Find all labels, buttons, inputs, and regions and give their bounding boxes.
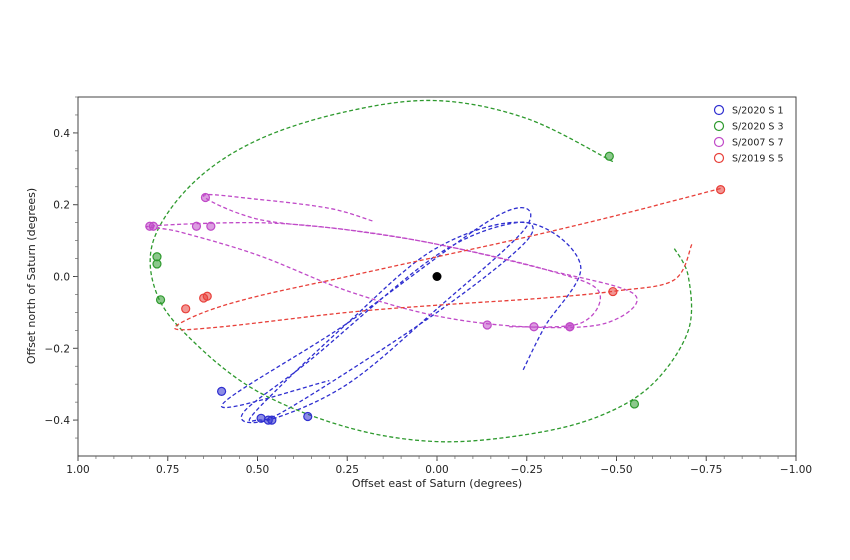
observation-points bbox=[145, 151, 726, 425]
point-s-2019-s-5 bbox=[181, 304, 191, 314]
x-tick-label: 0.75 bbox=[156, 464, 179, 476]
x-axis-label: Offset east of Saturn (degrees) bbox=[352, 477, 522, 490]
point-s-2019-s-5 bbox=[716, 185, 726, 195]
point-s-2020-s-3 bbox=[155, 295, 166, 305]
y-tick-label: −0.4 bbox=[45, 415, 71, 427]
point-s-2019-s-5 bbox=[199, 293, 209, 303]
orbit-s-2020-s-3 bbox=[149, 99, 693, 443]
x-axis-ticks: 1.00 0.75 0.50 0.25 0.00 −0.25 −0.50 −0.75 −1.00 bbox=[66, 456, 812, 476]
legend-label-s-2020-s-3: S/2020 S 3 bbox=[732, 122, 784, 133]
legend-marker-s-2019-s-5 bbox=[713, 152, 725, 164]
legend: S/2020 S 1 S/2020 S 3 S/2007 S 7 S/2019 S 5 bbox=[713, 104, 784, 165]
saturn-marker bbox=[432, 272, 442, 281]
legend-marker-s-2020-s-3 bbox=[713, 120, 725, 132]
point-s-2020-s-3 bbox=[604, 151, 614, 161]
x-tick-label: 0.25 bbox=[336, 464, 359, 476]
y-axis-ticks: 0.4 0.2 0.0 −0.2 −0.4 bbox=[45, 96, 78, 439]
legend-label-s-2020-s-1: S/2020 S 1 bbox=[732, 106, 784, 117]
plot-area: 1.00 0.75 0.50 0.25 0.00 −0.25 −0.50 −0.75 −1.00… bbox=[45, 96, 812, 476]
point-s-2019-s-5 bbox=[608, 286, 618, 297]
point-s-2007-s-7 bbox=[565, 322, 575, 332]
y-axis-label: Offset north of Saturn (degrees) bbox=[25, 188, 38, 364]
point-s-2007-s-7 bbox=[148, 221, 158, 231]
point-s-2020-s-3 bbox=[152, 259, 162, 269]
point-s-2020-s-1 bbox=[217, 386, 227, 396]
point-s-2007-s-7 bbox=[191, 221, 202, 231]
x-tick-label: 0.50 bbox=[246, 464, 269, 476]
y-tick-label: 0.0 bbox=[53, 272, 70, 284]
orbit-s-2020-s-1 bbox=[220, 206, 582, 424]
point-s-2020-s-1 bbox=[303, 411, 313, 422]
x-tick-label: 1.00 bbox=[66, 464, 89, 476]
x-tick-label: −1.00 bbox=[780, 464, 812, 476]
point-s-2020-s-3 bbox=[629, 399, 640, 409]
point-s-2020-s-1 bbox=[267, 415, 277, 425]
point-s-2007-s-7 bbox=[529, 322, 539, 332]
x-tick-label: −0.50 bbox=[600, 464, 632, 476]
point-s-2007-s-7 bbox=[482, 320, 492, 330]
legend-marker-s-2007-s-7 bbox=[713, 136, 725, 148]
x-tick-label: −0.75 bbox=[690, 464, 722, 476]
legend-label-s-2019-s-5: S/2019 S 5 bbox=[732, 154, 784, 165]
legend-label-s-2007-s-7: S/2007 S 7 bbox=[732, 138, 784, 149]
x-tick-label: −0.25 bbox=[511, 464, 543, 476]
orbit-s-2019-s-5 bbox=[174, 187, 721, 331]
y-tick-label: −0.2 bbox=[45, 343, 71, 355]
orbit-s-2007-s-7 bbox=[145, 193, 638, 329]
x-tick-label: 0.00 bbox=[425, 464, 448, 476]
legend-marker-s-2020-s-1 bbox=[713, 104, 725, 116]
y-tick-label: 0.4 bbox=[53, 128, 70, 140]
point-s-2007-s-7 bbox=[206, 221, 216, 231]
y-tick-label: 0.2 bbox=[53, 200, 70, 212]
orbit-lines bbox=[145, 99, 721, 443]
point-s-2007-s-7 bbox=[200, 192, 211, 203]
